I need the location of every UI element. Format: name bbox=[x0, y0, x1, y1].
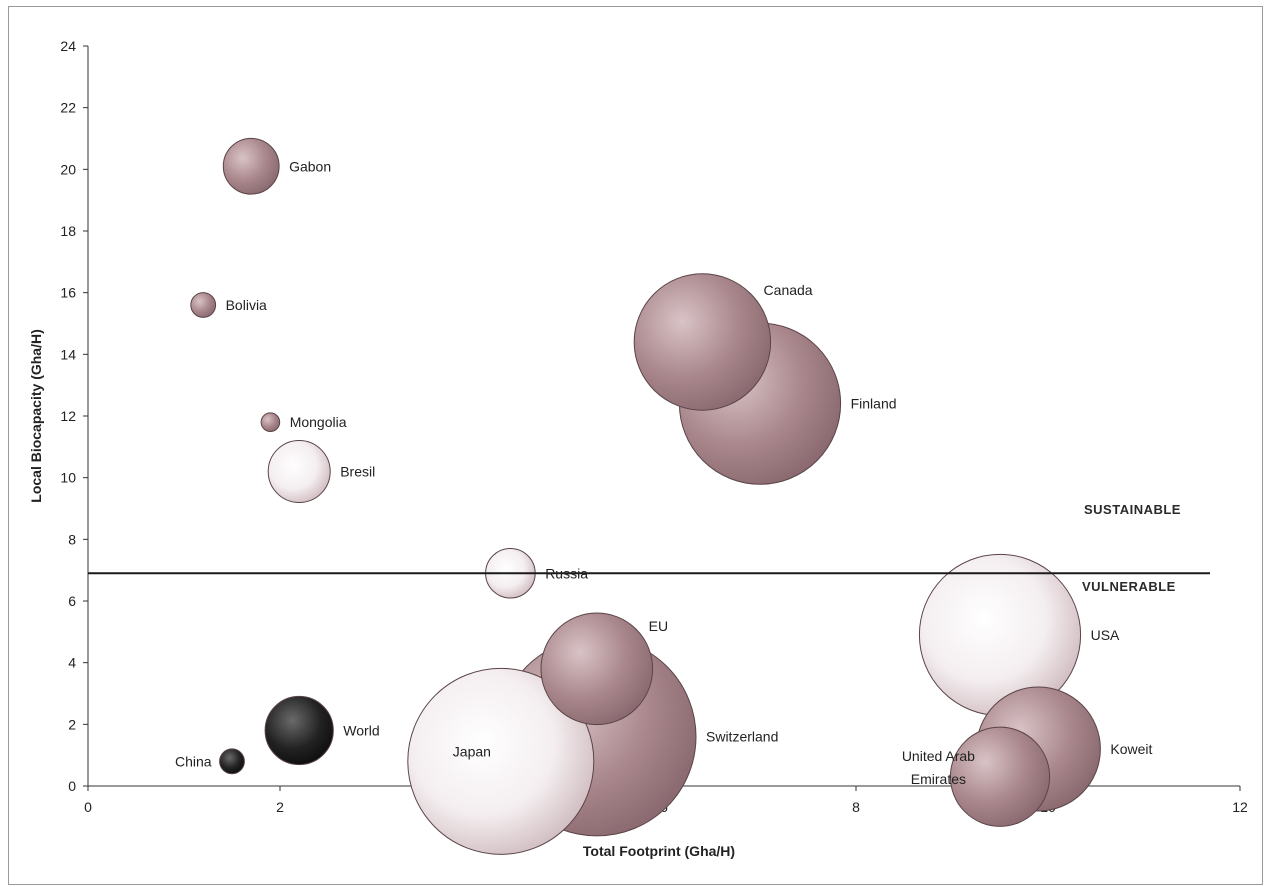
bubble-japan bbox=[407, 667, 595, 855]
y-tick-label: 24 bbox=[60, 38, 76, 54]
y-tick-label: 6 bbox=[68, 593, 76, 609]
label-usa: USA bbox=[1091, 627, 1120, 643]
y-tick-label: 20 bbox=[60, 161, 76, 177]
bubbles bbox=[190, 137, 1101, 855]
bubble-canada bbox=[633, 273, 772, 411]
x-tick-label: 12 bbox=[1232, 799, 1248, 815]
label-bresil: Bresil bbox=[340, 464, 375, 480]
bubble-china bbox=[219, 748, 245, 775]
y-tick-label: 22 bbox=[60, 100, 76, 116]
y-tick-label: 18 bbox=[60, 223, 76, 239]
label-eu: EU bbox=[649, 618, 668, 634]
y-tick-label: 10 bbox=[60, 470, 76, 486]
bubble-gabon bbox=[222, 137, 280, 195]
bubble-bresil bbox=[267, 440, 331, 503]
bubble-bolivia bbox=[190, 292, 217, 318]
bubble-eu bbox=[540, 612, 654, 726]
label-finland: Finland bbox=[851, 396, 897, 412]
y-tick-label: 8 bbox=[68, 531, 76, 547]
sustainable-zone-label: SUSTAINABLE bbox=[1084, 502, 1181, 517]
y-tick-label: 0 bbox=[68, 778, 76, 794]
y-tick-label: 12 bbox=[60, 408, 76, 424]
y-tick-label: 16 bbox=[60, 285, 76, 301]
label-canada: Canada bbox=[764, 282, 813, 298]
y-tick-label: 2 bbox=[68, 716, 76, 732]
x-axis-title: Total Footprint (Gha/H) bbox=[583, 843, 735, 859]
y-tick-label: 4 bbox=[68, 655, 76, 671]
label-switzerland: Switzerland bbox=[706, 729, 778, 745]
label-gabon: Gabon bbox=[289, 158, 331, 174]
bubble-world bbox=[264, 695, 334, 766]
label-world: World bbox=[343, 723, 379, 739]
bubble-united-arab-emirates bbox=[949, 726, 1051, 827]
y-axis-title: Local Biocapacity (Gha/H) bbox=[28, 329, 44, 502]
label-japan: Japan bbox=[453, 743, 491, 759]
label-china: China bbox=[175, 753, 212, 769]
label-united-arab-emirates: United Arab Emirates bbox=[902, 748, 975, 787]
y-tick-label: 14 bbox=[60, 346, 76, 362]
vulnerable-zone-label: VULNERABLE bbox=[1082, 579, 1176, 594]
label-mongolia: Mongolia bbox=[290, 414, 347, 430]
label-russia: Russia bbox=[545, 565, 588, 581]
bubble-labels: Gabon Bolivia Mongolia Bresil Russia Canada Fi… bbox=[175, 158, 1153, 787]
x-tick-label: 8 bbox=[852, 799, 860, 815]
label-bolivia: Bolivia bbox=[226, 297, 267, 313]
x-tick-label: 2 bbox=[276, 799, 284, 815]
label-koweit: Koweit bbox=[1110, 741, 1152, 757]
x-tick-label: 0 bbox=[84, 799, 92, 815]
bubble-mongolia bbox=[260, 412, 281, 432]
